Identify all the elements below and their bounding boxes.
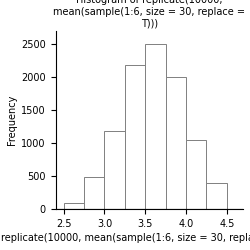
X-axis label: replicate(10000, mean(sample(1:6, size = 30, replace = T))): replicate(10000, mean(sample(1:6, size =…	[2, 233, 250, 243]
Bar	[145, 44, 166, 209]
Bar	[166, 77, 186, 209]
Bar	[206, 183, 227, 209]
Bar	[125, 65, 145, 209]
Bar	[64, 202, 84, 209]
Bar	[186, 140, 206, 209]
Title: Histogram of replicate(10000, mean(sample(1:6, size = 30, replace = T))): Histogram of replicate(10000, mean(sampl…	[53, 0, 245, 28]
Bar	[104, 131, 125, 209]
Y-axis label: Frequency: Frequency	[7, 95, 17, 145]
Bar	[84, 178, 104, 209]
